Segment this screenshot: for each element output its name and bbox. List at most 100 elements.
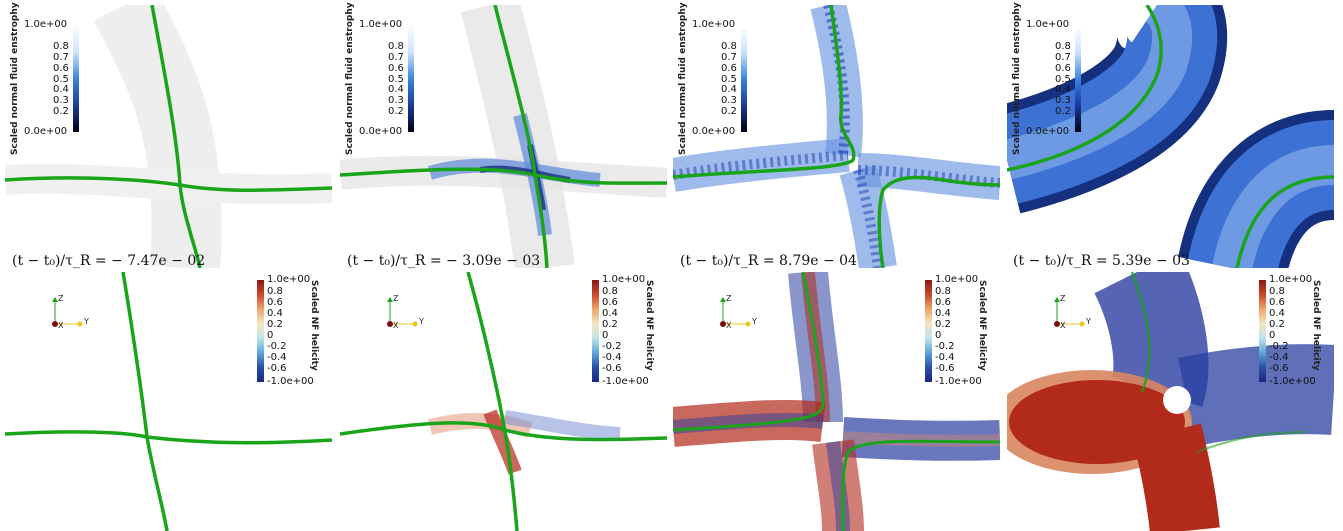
colorbar-tick: 0.0e+00 [692,126,736,137]
axis-x-label: X [1060,321,1066,330]
colorbar-tick: 0.5 [388,74,404,85]
colorbar-tick: 1.0e+00 [602,274,646,285]
time-label-3: (t − t₀)/τ_R = 8.79e − 04 [680,253,857,269]
orientation-axes-3: Z X Y [708,292,768,342]
colorbar-tick: -0.4 [267,352,287,363]
colorbar-title: Scaled NF helicity [977,280,987,371]
enstrophy-scene-4 [1007,5,1334,268]
colorbar-tick: 0.4 [1055,84,1071,95]
vortex-line [121,272,169,531]
enstrophy-colorbar-2: Scaled normal fluid enstrophy 1.0e+00 0.… [340,2,420,155]
axis-z-label: Z [393,294,399,303]
colorbar-tick: 0.4 [935,308,951,319]
helicity-colorbar-4: Scaled NF helicity 1.0e+00 0.8 0.6 0.4 0… [1007,272,1334,387]
vortex-line [150,5,202,268]
helicity-colorbar-2: Scaled NF helicity 1.0e+00 0.8 0.6 0.4 0… [340,272,667,387]
enstrophy-panel-3 [673,5,1000,268]
colorbar-tick: 0.2 [1269,319,1285,330]
colorbar-tick: -0.6 [1269,363,1289,374]
enstrophy-scene-3 [673,5,1000,268]
vortex-line [841,439,1000,531]
colorbar-tick: 0.6 [1055,63,1071,74]
colorbar-tick: -1.0e+00 [602,376,649,387]
colorbar-tick: -0.4 [1269,352,1289,363]
enstrophy-colorbar-4: Scaled normal fluid enstrophy 1.0e+00 0.… [1007,2,1087,155]
colorbar-tick: -0.6 [602,363,622,374]
colorbar-gradient [1259,280,1266,382]
colorbar-tick: 0.6 [721,63,737,74]
colorbar-tick: 0.6 [267,297,283,308]
colorbar-tick: 0.8 [1269,286,1285,297]
axes-icon [387,297,418,327]
helicity-scene-2 [340,272,667,531]
enstrophy-panel-4 [1007,5,1334,268]
colorbar-gradient [925,280,932,382]
axis-z-label: Z [58,294,64,303]
enstrophy-colorbar-1: Scaled normal fluid enstrophy 1.0e+00 0.… [5,2,85,155]
helicity-panel-3 [673,272,1000,531]
colorbar-tick: 0.8 [602,286,618,297]
colorbar-tick: 0 [935,330,942,341]
colorbar-tick: 1.0e+00 [1026,19,1070,30]
colorbar-tick: 0.4 [721,84,737,95]
colorbar-tick: -0.6 [935,363,955,374]
helicity-colorbar-3: Scaled NF helicity 1.0e+00 0.8 0.6 0.4 0… [673,272,1000,387]
colorbar-tick: 0.2 [267,319,283,330]
orientation-axes-1: Z X Y [40,292,100,342]
helicity-scene-4 [1007,272,1334,531]
colorbar-title: Scaled normal fluid enstrophy [678,2,688,155]
colorbar-tick: 1.0e+00 [24,19,68,30]
axis-y-label: Y [84,317,89,326]
vortex-line [877,175,1000,268]
colorbar-tick: 0.8 [388,41,404,52]
colorbar-tick: 0.8 [1055,41,1071,52]
colorbar-tick: 0.2 [602,319,618,330]
enstrophy-panel-1 [5,5,332,268]
colorbar-tick: 0.6 [1269,297,1285,308]
helicity-colorbar-1: Scaled NF helicity 1.0e+00 0.8 0.6 0.4 0… [5,272,332,387]
colorbar-tick: 0.3 [388,95,404,106]
time-label-1: (t − t₀)/τ_R = − 7.47e − 02 [12,253,206,269]
axis-x-label: X [58,321,64,330]
axis-z-label: Z [726,294,732,303]
vortex-line [1196,431,1308,453]
colorbar-title: Scaled NF helicity [1311,280,1321,371]
colorbar-tick: -0.4 [602,352,622,363]
colorbar-tick: 0.2 [1055,106,1071,117]
colorbar-tick: 0.8 [935,286,951,297]
colorbar-tick: 0.5 [1055,74,1071,85]
colorbar-tick: 0.6 [935,297,951,308]
enstrophy-scene-2 [340,5,667,268]
colorbar-tick: 0.3 [721,95,737,106]
vortex-line [1235,175,1334,268]
colorbar-tick: 1.0e+00 [359,19,403,30]
colorbar-tick: 0.2 [53,106,69,117]
colorbar-tick: 0.4 [267,308,283,319]
colorbar-tick: 0.6 [602,297,618,308]
colorbar-gradient [73,25,79,132]
colorbar-tick: 0.3 [53,95,69,106]
colorbar-tick: -0.2 [935,341,955,352]
colorbar-tick: 0.2 [388,106,404,117]
colorbar-tick: 0.6 [388,63,404,74]
axes-icon [1054,297,1085,327]
colorbar-tick: -0.4 [935,352,955,363]
vortex-line [673,5,856,179]
axis-y-label: Y [419,317,424,326]
colorbar-tick: 0.8 [53,41,69,52]
colorbar-tick: 0.3 [1055,95,1071,106]
colorbar-tick: 0.7 [388,52,404,63]
colorbar-tick: 0.0e+00 [1026,126,1070,137]
axes-icon [52,297,83,327]
colorbar-title: Scaled normal fluid enstrophy [10,2,20,155]
colorbar-tick: 0.7 [53,52,69,63]
colorbar-tick: 0.8 [721,41,737,52]
helicity-panel-2 [340,272,667,531]
vortex-line [1130,272,1151,393]
colorbar-tick: 1.0e+00 [935,274,979,285]
colorbar-tick: 0.8 [267,286,283,297]
helicity-scene-3 [673,272,1000,531]
orientation-axes-4: Z X Y [1042,292,1102,342]
enstrophy-panel-2 [340,5,667,268]
colorbar-tick: -1.0e+00 [267,376,314,387]
